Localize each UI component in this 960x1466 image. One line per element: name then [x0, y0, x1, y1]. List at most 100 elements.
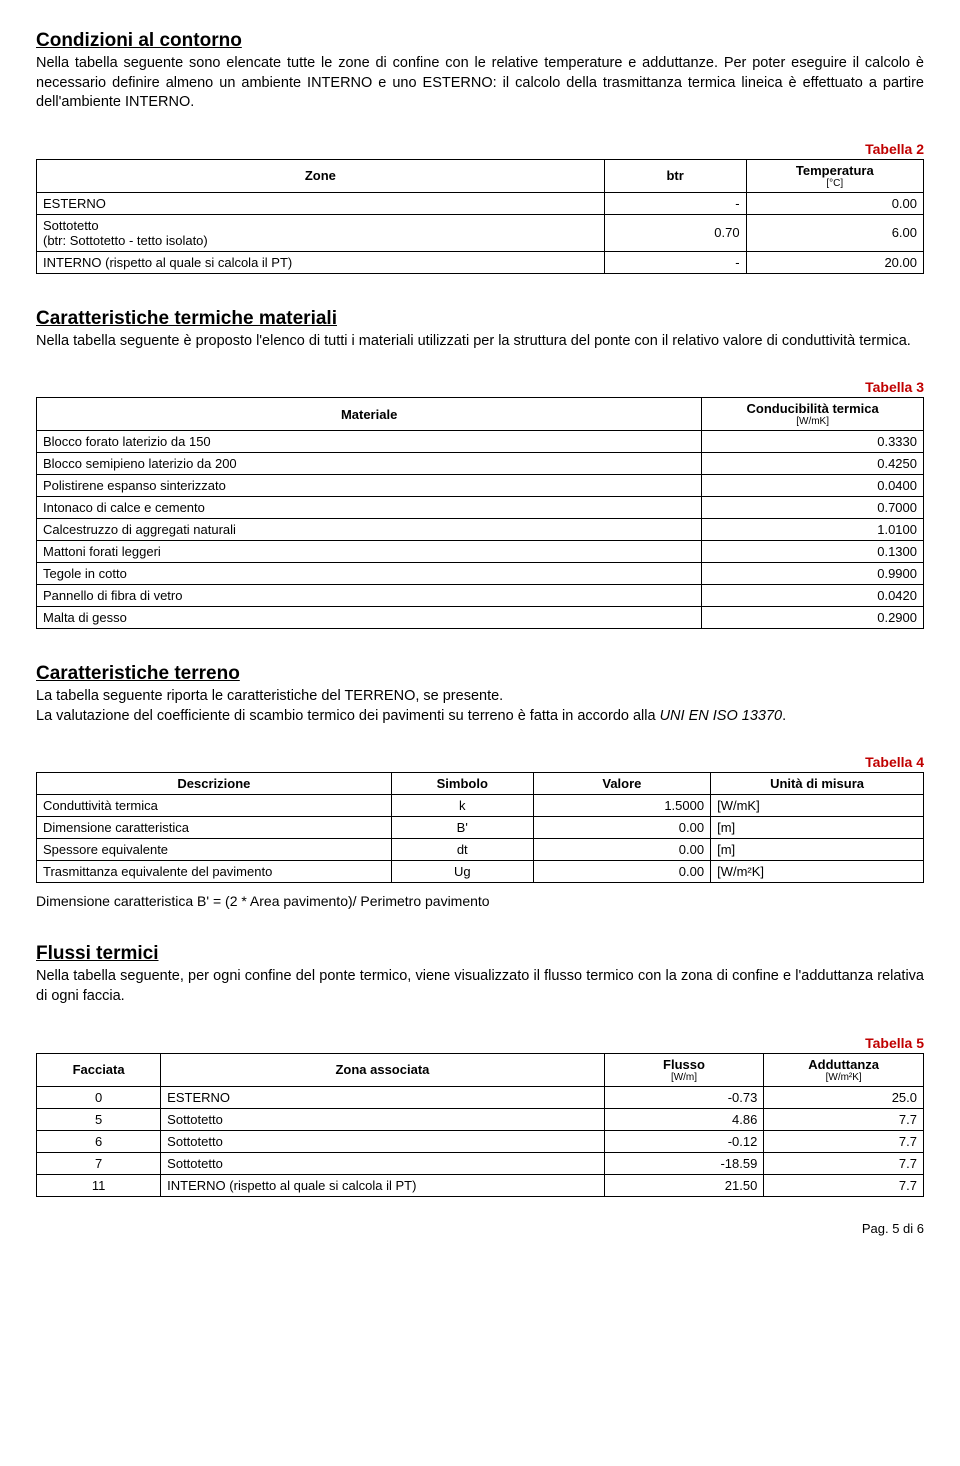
cell: Blocco semipieno laterizio da 200	[37, 453, 702, 475]
table-row: Blocco semipieno laterizio da 2000.4250	[37, 453, 924, 475]
col-materiale: Materiale	[37, 398, 702, 431]
cell: -18.59	[604, 1152, 764, 1174]
cell: 1.0100	[702, 519, 924, 541]
table-row: Pannello di fibra di vetro0.0420	[37, 585, 924, 607]
cell: 25.0	[764, 1086, 924, 1108]
col-flusso: Flusso [W/m]	[604, 1053, 764, 1086]
cell: 20.00	[746, 251, 923, 273]
table-row: Calcestruzzo di aggregati naturali1.0100	[37, 519, 924, 541]
section-flussi: Flussi termici Nella tabella seguente, p…	[36, 943, 924, 1006]
cell: [m]	[711, 817, 924, 839]
table-row: Trasmittanza equivalente del pavimentoUg…	[37, 861, 924, 883]
table-row: 0ESTERNO-0.7325.0	[37, 1086, 924, 1108]
col-btr: btr	[604, 159, 746, 192]
cell: 0.7000	[702, 497, 924, 519]
cell: Pannello di fibra di vetro	[37, 585, 702, 607]
text: La tabella seguente riporta le caratteri…	[36, 688, 503, 704]
cell: Dimensione caratteristica	[37, 817, 392, 839]
section-terreno: Caratteristiche terreno La tabella segue…	[36, 663, 924, 726]
table-row: Tegole in cotto0.9900	[37, 563, 924, 585]
cell: ESTERNO	[161, 1086, 605, 1108]
cell-line: Sottotetto	[43, 218, 99, 233]
table-flussi: Facciata Zona associata Flusso [W/m] Add…	[36, 1053, 924, 1197]
section-materiali: Caratteristiche termiche materiali Nella…	[36, 308, 924, 352]
cell: 7.7	[764, 1152, 924, 1174]
cell: -	[604, 192, 746, 214]
section-body: Nella tabella seguente, per ogni confine…	[36, 967, 924, 1006]
cell: -0.73	[604, 1086, 764, 1108]
col-unit: Unità di misura	[711, 773, 924, 795]
table-label: Tabella 3	[36, 379, 924, 395]
table-row: 7Sottotetto-18.597.7	[37, 1152, 924, 1174]
table-row: Spessore equivalentedt0.00[m]	[37, 839, 924, 861]
cell: [m]	[711, 839, 924, 861]
col-val: Valore	[533, 773, 710, 795]
cell: Polistirene espanso sinterizzato	[37, 475, 702, 497]
cell: Spessore equivalente	[37, 839, 392, 861]
cell: INTERNO (rispetto al quale si calcola il…	[161, 1174, 605, 1196]
section-title: Flussi termici	[36, 943, 924, 965]
cell-line: (btr: Sottotetto - tetto isolato)	[43, 233, 208, 248]
col-sym: Simbolo	[391, 773, 533, 795]
cell: [W/mK]	[711, 795, 924, 817]
page-footer: Pag. 5 di 6	[36, 1221, 924, 1236]
cell: Mattoni forati leggeri	[37, 541, 702, 563]
cell: 0.00	[533, 839, 710, 861]
cell: k	[391, 795, 533, 817]
table-row: Mattoni forati leggeri0.1300	[37, 541, 924, 563]
cell: 1.5000	[533, 795, 710, 817]
col-adduttanza: Adduttanza [W/m²K]	[764, 1053, 924, 1086]
section-body: La tabella seguente riporta le caratteri…	[36, 687, 924, 726]
cell: 7.7	[764, 1130, 924, 1152]
cell: ESTERNO	[37, 192, 605, 214]
cell: Malta di gesso	[37, 607, 702, 629]
table-terreno: Descrizione Simbolo Valore Unità di misu…	[36, 772, 924, 883]
table-row: Dimensione caratteristicaB'0.00[m]	[37, 817, 924, 839]
cell: B'	[391, 817, 533, 839]
cell: Sottotetto	[161, 1108, 605, 1130]
cell: 0.0420	[702, 585, 924, 607]
cell: Sottotetto	[161, 1152, 605, 1174]
cell: 6.00	[746, 214, 923, 251]
col-flusso-unit: [W/m]	[611, 1072, 758, 1083]
cell: 0.9900	[702, 563, 924, 585]
section-body: Nella tabella seguente sono elencate tut…	[36, 54, 924, 113]
cell: Sottotetto	[161, 1130, 605, 1152]
note-bprime: Dimensione caratteristica B' = (2 * Area…	[36, 893, 924, 909]
section-title: Caratteristiche terreno	[36, 663, 924, 685]
col-cond-unit: [W/mK]	[708, 416, 917, 427]
cell: -	[604, 251, 746, 273]
text: La valutazione del coefficiente di scamb…	[36, 708, 660, 724]
table-row: 6Sottotetto-0.127.7	[37, 1130, 924, 1152]
table-row: Intonaco di calce e cemento0.7000	[37, 497, 924, 519]
cell: 0.3330	[702, 431, 924, 453]
section-body: Nella tabella seguente è proposto l'elen…	[36, 332, 924, 352]
table-row: ESTERNO - 0.00	[37, 192, 924, 214]
col-cond: Conducibilità termica [W/mK]	[702, 398, 924, 431]
cell: dt	[391, 839, 533, 861]
col-facciata: Facciata	[37, 1053, 161, 1086]
table-row: Sottotetto (btr: Sottotetto - tetto isol…	[37, 214, 924, 251]
table-label: Tabella 5	[36, 1035, 924, 1051]
cell: Tegole in cotto	[37, 563, 702, 585]
col-add-unit: [W/m²K]	[770, 1072, 917, 1083]
table-label: Tabella 2	[36, 141, 924, 157]
cell: 0.00	[533, 861, 710, 883]
table-row: Blocco forato laterizio da 1500.3330	[37, 431, 924, 453]
cell: 4.86	[604, 1108, 764, 1130]
cell: 21.50	[604, 1174, 764, 1196]
cell: Calcestruzzo di aggregati naturali	[37, 519, 702, 541]
cell: 7.7	[764, 1108, 924, 1130]
cell: -0.12	[604, 1130, 764, 1152]
section-condizioni: Condizioni al contorno Nella tabella seg…	[36, 30, 924, 113]
col-desc: Descrizione	[37, 773, 392, 795]
col-temp-label: Temperatura	[796, 163, 874, 178]
section-title: Caratteristiche termiche materiali	[36, 308, 924, 330]
cell: 0.00	[533, 817, 710, 839]
col-zone: Zone	[37, 159, 605, 192]
table-row: INTERNO (rispetto al quale si calcola il…	[37, 251, 924, 273]
cell: Intonaco di calce e cemento	[37, 497, 702, 519]
cell: Trasmittanza equivalente del pavimento	[37, 861, 392, 883]
col-temp-unit: [°C]	[753, 178, 917, 189]
text: .	[782, 708, 786, 724]
